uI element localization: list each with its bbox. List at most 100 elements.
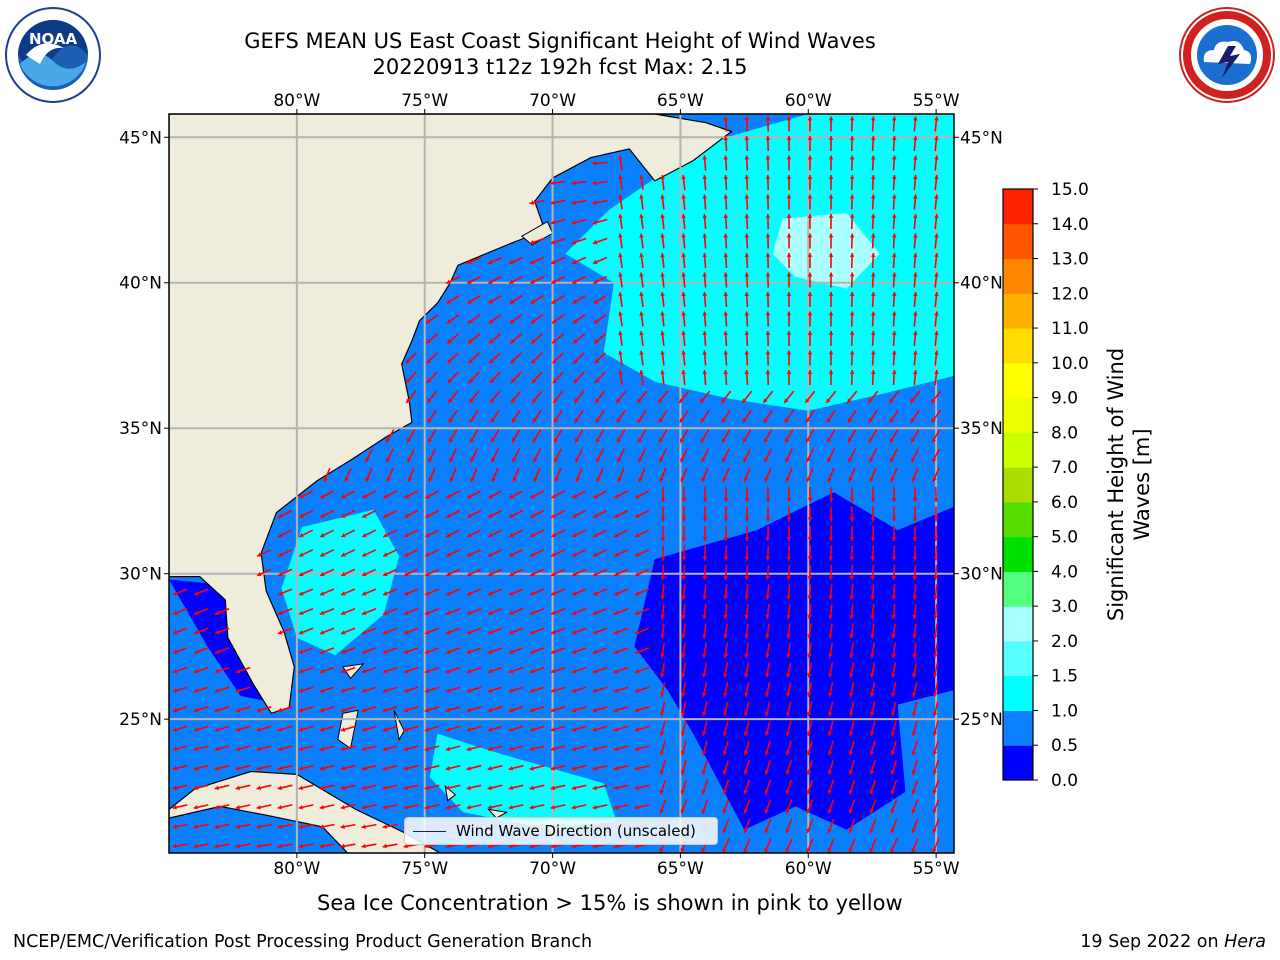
wave-arrow-head — [639, 311, 644, 316]
wave-arrow-head — [299, 591, 304, 596]
wave-arrow-head — [828, 214, 834, 218]
wave-arrow-head — [571, 240, 577, 245]
wave-arrow-head — [765, 614, 770, 619]
wave-arrow-head — [488, 591, 493, 596]
wave-arrow-head — [194, 610, 199, 615]
colorbar-swatch — [1003, 606, 1033, 642]
wave-arrow-head — [571, 785, 576, 791]
colorbar-swatch — [1003, 710, 1033, 746]
wave-arrow-head — [278, 610, 283, 615]
wave-arrow-head — [848, 789, 853, 795]
wave-arrow-head — [299, 494, 304, 499]
wave-arrow-head — [660, 673, 665, 678]
wave-arrow-head — [807, 692, 812, 697]
wave-arrow-head — [530, 571, 535, 577]
wave-arrow-head — [702, 292, 707, 297]
wave-arrow-head — [616, 398, 621, 403]
wave-arrow-head — [529, 669, 535, 674]
wave-arrow-head — [723, 272, 729, 277]
wave-arrow-head — [911, 848, 916, 853]
wave-arrow-head — [934, 272, 939, 277]
wave-arrow-head — [891, 253, 897, 257]
wave-arrow-head — [890, 438, 895, 443]
wave-arrow-head — [340, 727, 346, 732]
wave-arrow-head — [891, 692, 896, 697]
wave-arrow-head — [425, 649, 430, 654]
wave-arrow-head — [383, 513, 388, 518]
wave-arrow-head — [575, 438, 580, 443]
wave-arrow-head — [424, 727, 430, 732]
wave-arrow-head — [467, 513, 472, 518]
land-cuba — [169, 770, 442, 853]
wave-arrow-head — [828, 673, 833, 678]
wave-arrow-head — [807, 194, 813, 199]
wave-arrow-head — [765, 556, 771, 561]
wave-arrow-head — [320, 591, 325, 596]
lat-tick-left: 35°N — [119, 419, 162, 439]
wave-arrow-head — [575, 477, 580, 482]
wave-arrow-head — [869, 731, 875, 736]
wave-arrow-head — [765, 350, 771, 355]
wave-arrow-head — [765, 272, 771, 277]
wave-arrow-head — [340, 824, 345, 829]
wave-arrow-head — [467, 319, 473, 324]
wave-arrow-head — [891, 370, 897, 374]
wave-arrow-head — [848, 712, 854, 717]
wave-arrow-head — [828, 175, 834, 179]
wave-arrow-head — [681, 692, 686, 697]
wave-arrow-head — [530, 552, 535, 557]
wave-arrow-head — [639, 350, 644, 355]
wave-arrow-head — [467, 552, 472, 557]
wave-arrow-head — [765, 673, 770, 678]
wave-arrow-head — [512, 438, 517, 443]
wave-arrow-head — [533, 457, 538, 463]
wave-arrow-head — [723, 331, 729, 335]
wave-arrow-head — [278, 533, 283, 538]
wave-arrow-head — [932, 770, 938, 775]
wave-arrow-head — [341, 610, 346, 615]
wave-arrow-head — [702, 311, 707, 316]
wave-arrow-head — [489, 378, 495, 383]
wave-arrow-head — [319, 805, 324, 810]
wave-arrow-head — [934, 292, 939, 297]
wave-arrow-head — [659, 438, 664, 443]
wave-arrow-head — [551, 610, 556, 615]
wave-arrow-head — [635, 591, 640, 596]
wave-arrow-head — [913, 253, 918, 258]
wave-arrow-head — [932, 809, 937, 814]
wave-arrow-head — [702, 634, 707, 639]
wave-arrow-head — [764, 477, 769, 482]
wave-arrow-head — [744, 331, 750, 335]
wave-arrow-head — [361, 766, 366, 771]
wave-arrow-head — [870, 537, 876, 541]
wave-arrow-head — [551, 552, 556, 557]
wave-arrow-head — [722, 712, 728, 717]
wave-arrow-head — [424, 688, 430, 693]
wave-arrow-head — [320, 630, 325, 635]
wave-arrow-head — [702, 370, 707, 375]
wave-arrow-head — [424, 707, 430, 713]
wave-arrow-head — [530, 279, 535, 284]
wave-arrow-head — [722, 789, 727, 795]
wave-arrow-head — [491, 438, 496, 443]
wave-arrow-head — [361, 785, 366, 791]
land-island — [487, 808, 508, 819]
wave-arrow-head — [912, 634, 917, 639]
wave-arrow-head — [404, 649, 409, 654]
wave-arrow-head — [617, 457, 622, 463]
wave-arrow-head — [428, 477, 433, 482]
wave-arrow-head — [639, 253, 644, 258]
wave-arrow-head — [911, 809, 916, 814]
wave-arrow-head — [466, 805, 471, 810]
wave-arrow-head — [681, 653, 686, 658]
wave-arrow-head — [382, 707, 388, 713]
wave-arrow-head — [552, 378, 558, 383]
wave-arrow-head — [298, 688, 304, 693]
wave-arrow-head — [403, 805, 408, 810]
wave-arrow-head — [613, 688, 619, 693]
wave-arrow-head — [618, 194, 623, 199]
wave-arrow-head — [278, 630, 283, 635]
wave-arrow-head — [172, 843, 177, 849]
wave-arrow-head — [849, 331, 855, 335]
wave-arrow-head — [319, 843, 324, 849]
